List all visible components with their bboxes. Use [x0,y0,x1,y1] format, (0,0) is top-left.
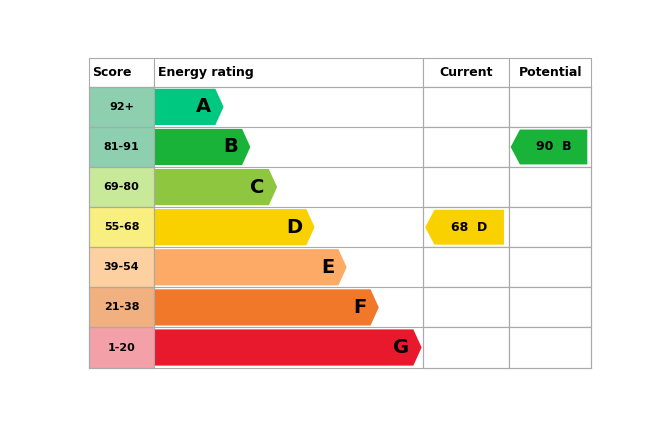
Bar [423,247,509,288]
Bar [89,167,154,207]
Bar [154,58,423,87]
Bar [509,247,592,288]
Text: 90  B: 90 B [536,141,572,154]
Bar [89,58,154,87]
Text: Potential: Potential [519,66,582,79]
Bar [89,127,154,167]
Text: Energy rating: Energy rating [158,66,254,79]
Polygon shape [154,89,224,125]
Text: Score: Score [92,66,131,79]
Text: 39-54: 39-54 [104,262,139,272]
Polygon shape [154,329,422,365]
Text: 69-80: 69-80 [104,182,139,192]
Text: D: D [286,218,302,237]
Bar [89,207,154,247]
Text: 1-20: 1-20 [108,343,135,352]
Bar [423,127,509,167]
Polygon shape [154,289,378,325]
Bar [89,328,154,368]
Bar [423,328,509,368]
Bar [89,247,154,288]
Polygon shape [154,169,277,205]
Bar [423,167,509,207]
Text: B: B [223,138,238,157]
Text: Current: Current [439,66,493,79]
Bar [509,328,592,368]
Text: F: F [353,298,367,317]
Polygon shape [425,210,504,245]
Text: 81-91: 81-91 [104,142,139,152]
Text: 92+: 92+ [109,102,134,112]
Bar [89,288,154,328]
Text: A: A [196,97,211,116]
Bar [423,87,509,127]
Bar [509,127,592,167]
Polygon shape [154,249,347,285]
Bar [509,207,592,247]
Bar [509,58,592,87]
Text: E: E [321,258,335,277]
Bar [423,207,509,247]
Polygon shape [511,130,588,165]
Bar [423,58,509,87]
Bar [509,87,592,127]
Bar [509,167,592,207]
Text: 68  D: 68 D [451,221,487,234]
Text: 55-68: 55-68 [104,222,139,232]
Text: G: G [393,338,409,357]
Text: 21-38: 21-38 [104,302,139,312]
Polygon shape [154,209,315,245]
Bar [509,288,592,328]
Text: C: C [250,178,265,197]
Bar [423,288,509,328]
Polygon shape [154,129,250,165]
Bar [89,87,154,127]
